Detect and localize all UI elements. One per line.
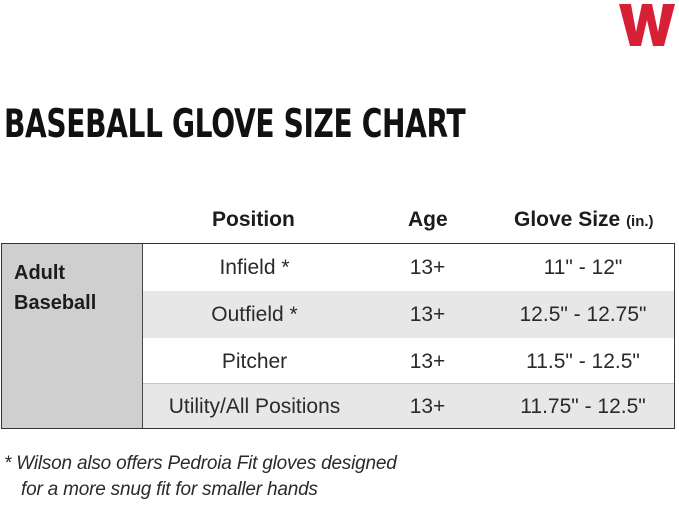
glove-size-cell: 12.5" - 12.75" <box>519 302 647 326</box>
glove-size-header-label: Glove Size <box>514 208 621 231</box>
position-cell: Pitcher <box>221 349 288 373</box>
footnote: * Wilson also offers Pedroia Fit gloves … <box>4 451 397 503</box>
footnote-line1: * Wilson also offers Pedroia Fit gloves … <box>4 453 397 474</box>
table-row: Utility/All Positions 13+ 11.75" - 12.5" <box>143 383 674 428</box>
position-cell: Outfield * <box>211 302 298 326</box>
position-cell: Utility/All Positions <box>168 395 341 418</box>
position-header: Position <box>212 208 295 231</box>
table-row: Infield * 13+ 11" - 12" <box>143 244 674 291</box>
glove-size-unit: (in.) <box>626 213 654 230</box>
size-table: Adult Baseball Infield * 13+ 11" - 12" O… <box>1 243 675 429</box>
glove-size-cell: 11.75" - 12.5" <box>520 395 646 418</box>
glove-size-cell: 11.5" - 12.5" <box>526 349 640 373</box>
group-label-line1: Adult <box>14 262 66 284</box>
glove-size-cell: 11" - 12" <box>543 255 623 279</box>
age-cell: 13+ <box>409 349 446 373</box>
glove-size-header: Glove Size (in.) <box>514 208 654 232</box>
table-row: Outfield * 13+ 12.5" - 12.75" <box>143 291 674 338</box>
age-cell: 13+ <box>409 302 446 326</box>
wilson-logo-icon <box>619 4 675 46</box>
position-cell: Infield * <box>219 255 290 279</box>
group-label-line2: Baseball <box>14 292 97 314</box>
table-row: Pitcher 13+ 11.5" - 12.5" <box>143 338 674 385</box>
age-cell: 13+ <box>409 395 446 418</box>
footnote-line2: for a more snug fit for smaller hands <box>21 479 318 500</box>
chart-title: BASEBALL GLOVE SIZE CHART <box>4 102 466 147</box>
age-cell: 13+ <box>409 255 446 279</box>
group-cell-adult-baseball: Adult Baseball <box>2 244 143 428</box>
age-header: Age <box>408 208 448 231</box>
